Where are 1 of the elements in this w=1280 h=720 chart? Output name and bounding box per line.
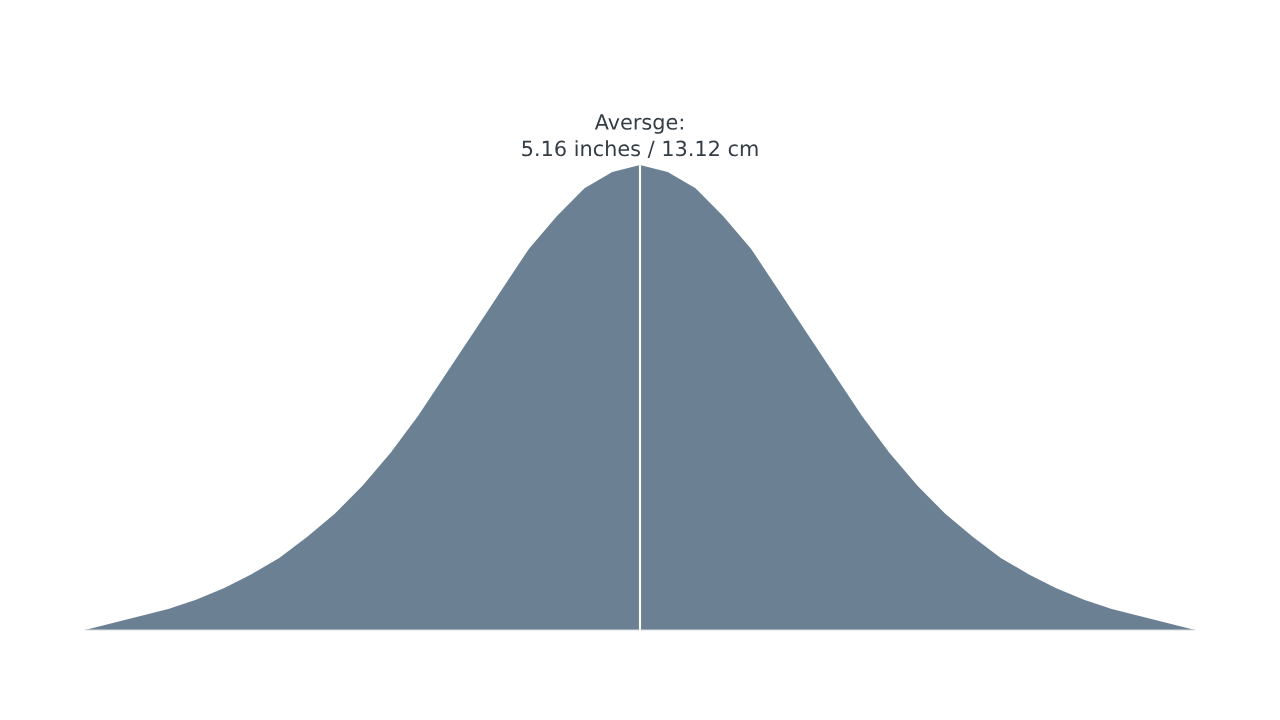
text: Aversge: 5.16 inches / 13.12 cm — [522, 114, 758, 158]
